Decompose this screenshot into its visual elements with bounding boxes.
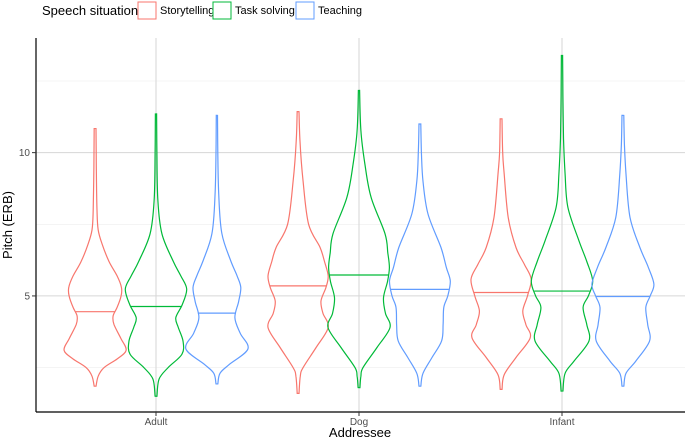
x-tick-label: Dog bbox=[350, 417, 368, 428]
legend-key-task-solving bbox=[212, 1, 232, 20]
violin-teaching-adult bbox=[185, 114, 249, 385]
legend-label: Teaching bbox=[318, 5, 362, 17]
legend-key-storytelling bbox=[137, 1, 157, 20]
legend-label: Task solving bbox=[235, 5, 295, 17]
legend-title: Speech situation bbox=[42, 3, 138, 18]
violin-storytelling-infant bbox=[470, 118, 532, 391]
y-axis-title: Pitch (ERB) bbox=[0, 191, 15, 259]
violins bbox=[63, 54, 655, 397]
violin-teaching-dog bbox=[388, 123, 451, 387]
violin-storytelling-adult bbox=[63, 127, 127, 387]
legend-key-teaching bbox=[295, 1, 315, 20]
gridlines bbox=[36, 38, 685, 412]
violin-task-solving-dog bbox=[327, 89, 391, 389]
x-tick-label: Infant bbox=[549, 417, 574, 428]
y-tick-label: 10 bbox=[19, 148, 31, 159]
violin-task-solving-infant bbox=[530, 54, 594, 392]
legend-label: Storytelling bbox=[160, 5, 214, 17]
violin-storytelling-dog bbox=[267, 111, 329, 395]
x-axis-title: Addressee bbox=[329, 425, 391, 440]
tick-labels: 5 10 Adult Dog Infant bbox=[19, 148, 575, 428]
x-tick-label: Adult bbox=[145, 417, 168, 428]
violin-task-solving-adult bbox=[124, 113, 188, 397]
y-tick-label: 5 bbox=[24, 291, 30, 302]
legend: Speech situation Storytelling Task solvin… bbox=[42, 1, 362, 20]
violin-teaching-infant bbox=[591, 114, 655, 387]
